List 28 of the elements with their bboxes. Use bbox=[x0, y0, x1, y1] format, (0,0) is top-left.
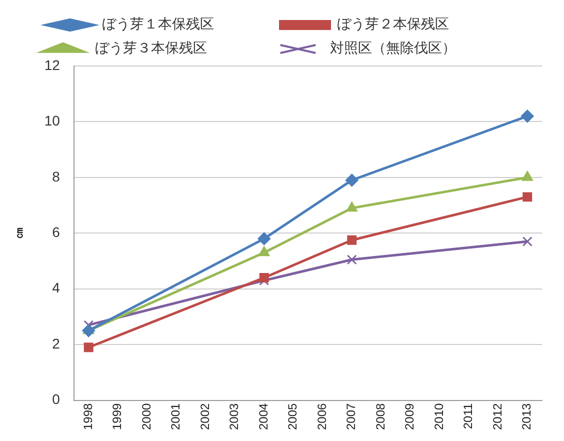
y-tick-label: 2 bbox=[52, 335, 60, 352]
legend-label: ぼう芽１本保残区 bbox=[102, 16, 270, 33]
x-tick-label: 2013 bbox=[520, 402, 534, 430]
x-tick-label: 2010 bbox=[432, 402, 446, 430]
x-tick-label: 2009 bbox=[402, 402, 417, 430]
x-tick-label: 2000 bbox=[139, 402, 154, 430]
legend-label: ぼう芽３本保残区 bbox=[95, 40, 263, 57]
x-tick-label: 2004 bbox=[256, 402, 270, 430]
y-tick-label: 0 bbox=[52, 391, 60, 408]
x-tick-label: 2011 bbox=[461, 402, 476, 430]
x-tick-label: 1998 bbox=[80, 402, 95, 430]
x-tick-label: 2001 bbox=[168, 402, 183, 430]
y-axis-title: ㎝ bbox=[11, 227, 26, 240]
y-tick-label: 8 bbox=[52, 168, 60, 184]
x-tick-label: 2008 bbox=[373, 402, 388, 430]
x-tick-label: 2005 bbox=[286, 402, 300, 430]
y-tick-label: 4 bbox=[52, 280, 60, 296]
x-tick-label: 2006 bbox=[314, 402, 329, 430]
y-tick-label: 12 bbox=[44, 56, 60, 73]
legend-label: ぼう芽２本保残区 bbox=[337, 16, 505, 33]
y-tick-label: 10 bbox=[44, 112, 60, 129]
x-tick-label: 2003 bbox=[227, 402, 242, 430]
x-tick-label: 2007 bbox=[344, 402, 358, 430]
x-tick-label: 2012 bbox=[490, 402, 504, 430]
x-tick-label: 1999 bbox=[110, 402, 124, 430]
legend-label: 対照区（無除伐区） bbox=[330, 40, 512, 57]
y-tick-label: 6 bbox=[52, 224, 60, 240]
x-tick-label: 2002 bbox=[198, 402, 212, 430]
